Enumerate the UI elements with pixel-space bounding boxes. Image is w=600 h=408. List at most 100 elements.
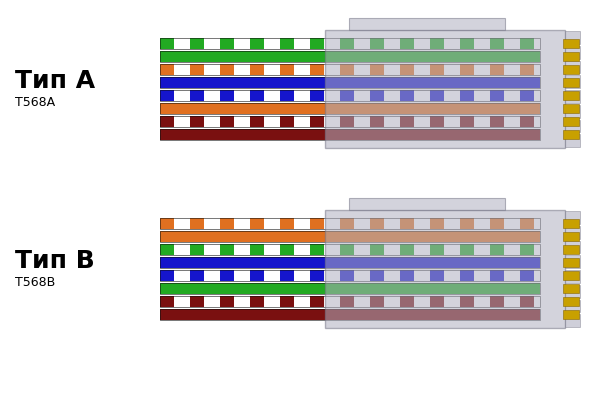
Bar [280, 244, 293, 255]
Bar [220, 38, 233, 49]
Bar [325, 210, 565, 328]
Bar [250, 116, 263, 127]
Bar [220, 64, 233, 75]
Bar [565, 314, 580, 327]
Bar [220, 270, 233, 281]
Bar [220, 116, 233, 127]
Bar [160, 103, 540, 114]
Bar [565, 46, 580, 58]
Bar [160, 51, 540, 62]
Bar [563, 52, 579, 61]
Bar [563, 284, 579, 293]
Bar [190, 38, 203, 49]
Bar [563, 39, 579, 48]
Bar [400, 244, 413, 255]
Bar [190, 244, 203, 255]
Bar [280, 38, 293, 49]
Bar [370, 270, 383, 281]
Bar [340, 218, 353, 229]
Bar [565, 90, 580, 103]
Bar [160, 244, 540, 255]
Bar [160, 77, 540, 88]
Bar [340, 116, 353, 127]
Bar [565, 299, 580, 312]
Bar [520, 116, 533, 127]
Bar [160, 296, 540, 307]
Bar [563, 271, 579, 280]
Bar [310, 64, 323, 75]
Bar [563, 65, 579, 74]
Bar [460, 296, 473, 307]
Bar [220, 296, 233, 307]
Bar [430, 244, 443, 255]
Bar [400, 270, 413, 281]
Bar [490, 90, 503, 101]
Bar [565, 60, 580, 73]
Bar [340, 270, 353, 281]
Bar [565, 240, 580, 253]
Bar [400, 64, 413, 75]
Bar [430, 116, 443, 127]
Bar [160, 38, 540, 49]
Bar [280, 64, 293, 75]
Bar [160, 90, 173, 101]
Bar [190, 116, 203, 127]
Bar [520, 296, 533, 307]
Bar [460, 64, 473, 75]
Bar [325, 30, 565, 148]
Bar [160, 270, 173, 281]
Bar [160, 218, 173, 229]
Bar [563, 245, 579, 254]
Bar [520, 218, 533, 229]
Bar [520, 64, 533, 75]
Bar [160, 231, 540, 242]
Bar [280, 270, 293, 281]
Bar [250, 244, 263, 255]
Bar [430, 296, 443, 307]
Bar [160, 296, 173, 307]
Bar [160, 270, 540, 281]
Bar [340, 244, 353, 255]
Bar [460, 270, 473, 281]
Bar [340, 38, 353, 49]
Bar [430, 64, 443, 75]
Bar [565, 285, 580, 297]
Bar [280, 218, 293, 229]
Bar [160, 103, 540, 114]
Bar [250, 38, 263, 49]
Bar [160, 231, 540, 242]
Text: Тип А: Тип А [15, 69, 95, 93]
Bar [490, 116, 503, 127]
Bar [190, 90, 203, 101]
Bar [280, 90, 293, 101]
Bar [490, 296, 503, 307]
Bar [190, 218, 203, 229]
Bar [160, 283, 540, 294]
Bar [160, 90, 540, 101]
Bar [490, 218, 503, 229]
Bar [563, 78, 579, 87]
Bar [400, 116, 413, 127]
Bar [490, 64, 503, 75]
Bar [190, 270, 203, 281]
Bar [370, 218, 383, 229]
Bar [565, 211, 580, 224]
Text: T568A: T568A [15, 97, 55, 109]
Bar [563, 232, 579, 241]
Bar [520, 270, 533, 281]
Bar [370, 38, 383, 49]
Bar [160, 90, 540, 101]
Bar [430, 270, 443, 281]
Bar [520, 38, 533, 49]
Bar [160, 116, 173, 127]
Bar [160, 64, 540, 75]
Bar [280, 296, 293, 307]
Bar [565, 255, 580, 268]
Bar [160, 129, 540, 140]
Bar [460, 90, 473, 101]
Bar [565, 105, 580, 118]
Bar [563, 91, 579, 100]
Bar [563, 130, 579, 139]
Bar [220, 218, 233, 229]
Bar [160, 309, 540, 320]
